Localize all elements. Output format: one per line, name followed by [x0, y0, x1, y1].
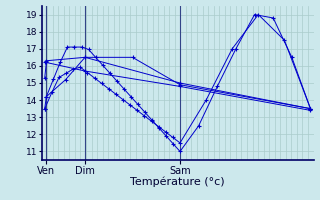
X-axis label: Température (°c): Température (°c)	[130, 177, 225, 187]
